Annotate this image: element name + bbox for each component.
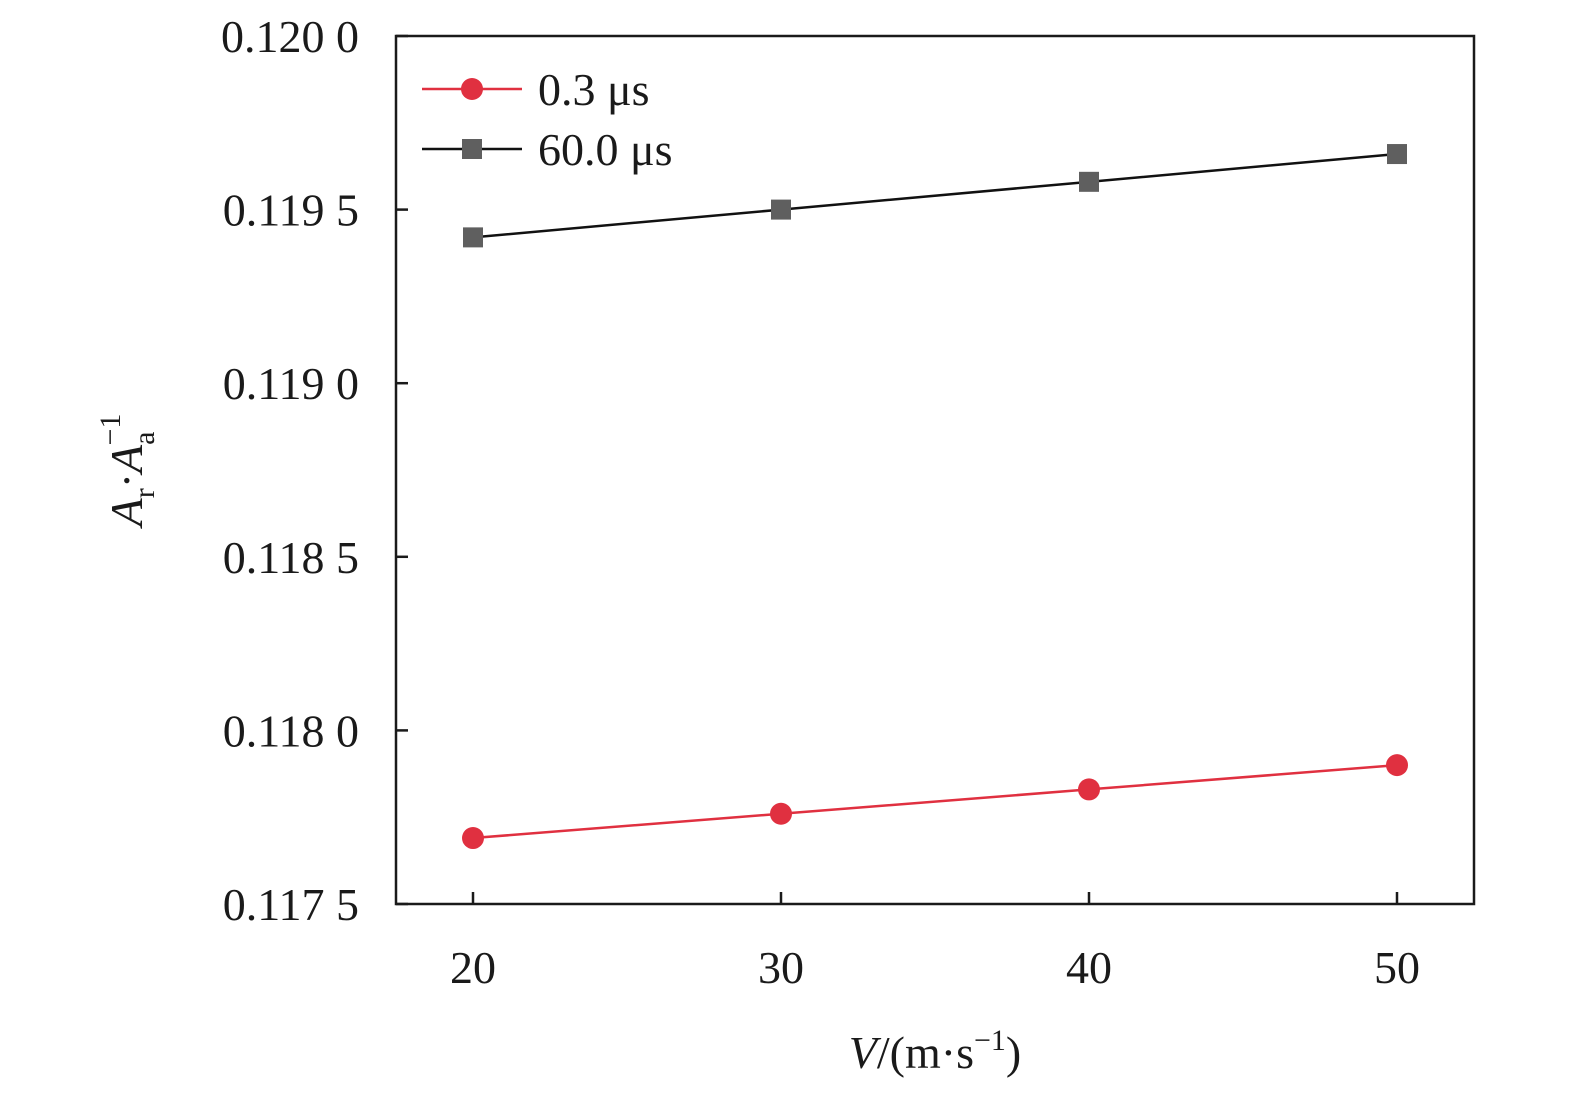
plot-area-frame	[394, 34, 1476, 906]
y-tick-label: 0.119 0	[223, 358, 359, 409]
y-label-dot: ·	[101, 473, 152, 488]
legend-marker	[461, 78, 483, 100]
x-tick-label: 50	[1374, 942, 1420, 993]
x-label-unit: /(m·s	[877, 1027, 974, 1078]
data-point	[462, 827, 484, 850]
legend-marker	[462, 139, 482, 159]
x-tick-label: 20	[450, 942, 496, 993]
y-tick-label: 0.120 0	[221, 11, 359, 62]
y-label-exponent: −1	[94, 414, 127, 446]
data-point	[1387, 144, 1407, 165]
x-tick-label: 30	[758, 942, 804, 993]
y-tick-label: 0.117 5	[223, 879, 359, 930]
y-axis-label: Ar·Aa−1	[94, 414, 161, 530]
y-tick-label: 0.118 5	[223, 532, 359, 583]
data-point	[463, 227, 483, 248]
x-label-exponent: −1	[974, 1024, 1006, 1057]
x-axis-label: V/(m·s−1)	[849, 1024, 1021, 1078]
data-point	[771, 199, 791, 220]
legend: 0.3 μs 60.0 μs	[422, 64, 673, 175]
y-label-sub1: r	[128, 488, 161, 498]
y-tick-label: 0.119 5	[223, 185, 359, 236]
series-line	[472, 763, 1398, 840]
x-label-variable: V	[849, 1027, 882, 1078]
data-point	[770, 802, 792, 825]
y-label-a1: A	[101, 497, 152, 529]
data-point	[1079, 171, 1099, 192]
series-layer	[462, 144, 1408, 850]
y-label-a2: A	[101, 444, 152, 476]
data-point	[1078, 778, 1100, 801]
y-axis: 0.117 5 0.118 0 0.118 5 0.119 0 0.119 5 0.120…	[221, 11, 408, 930]
series-line	[472, 152, 1398, 239]
x-axis: 20 30 40 50	[450, 892, 1420, 993]
y-label-sub2: a	[128, 432, 161, 445]
legend-label: 0.3 μs	[538, 64, 650, 115]
x-label-close: )	[1006, 1027, 1021, 1078]
legend-label: 60.0 μs	[538, 124, 673, 175]
y-tick-label: 0.118 0	[223, 705, 359, 756]
data-point	[1386, 754, 1408, 777]
x-tick-label: 40	[1066, 942, 1112, 993]
